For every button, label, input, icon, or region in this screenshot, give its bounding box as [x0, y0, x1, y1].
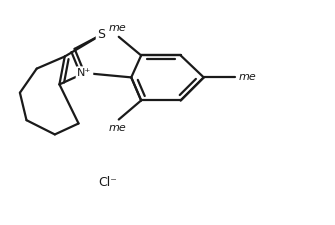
- Text: Cl⁻: Cl⁻: [98, 176, 117, 189]
- Text: S: S: [97, 28, 106, 41]
- Text: me: me: [108, 23, 126, 33]
- Text: me: me: [238, 72, 256, 82]
- Text: me: me: [108, 124, 126, 133]
- Text: N⁺: N⁺: [77, 68, 91, 78]
